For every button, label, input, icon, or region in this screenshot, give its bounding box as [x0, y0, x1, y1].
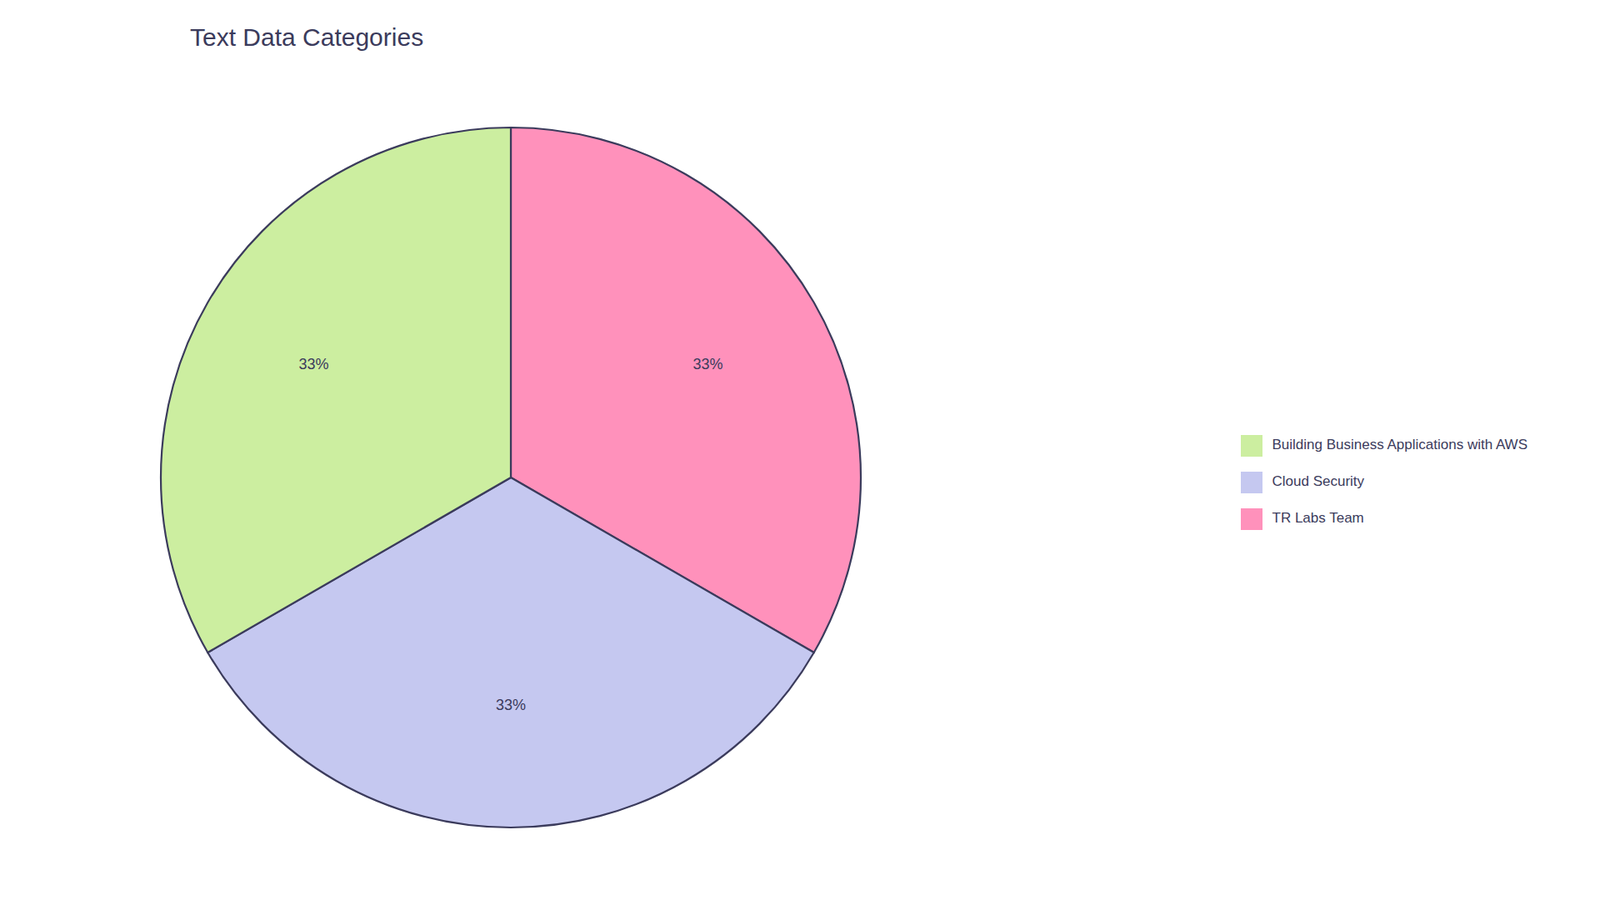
- html-text:Text Data Categories: Text Data Categories: [190, 23, 424, 51]
- svg-text:33%: 33%: [495, 696, 526, 714]
- svg-text:33%: 33%: [299, 355, 330, 373]
- svg-text:33%: 33%: [692, 355, 723, 373]
- html-text:Building Business Applications: Building Business Applications with AWS: [1272, 436, 1528, 453]
- html-text:TR Labs Team: TR Labs Team: [1272, 510, 1364, 526]
- html-text:Cloud Security: Cloud Security: [1272, 473, 1365, 490]
